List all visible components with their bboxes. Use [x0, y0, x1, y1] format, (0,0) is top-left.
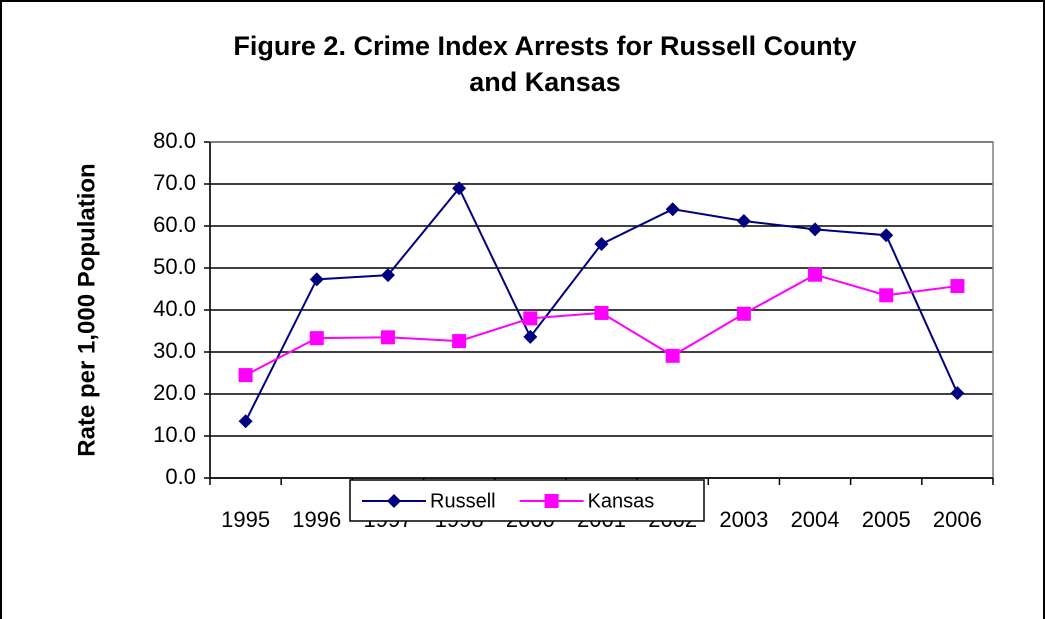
x-tick-label: 2005 — [862, 507, 911, 532]
data-point — [309, 272, 324, 287]
data-point — [950, 386, 965, 401]
x-tick-label: 2006 — [933, 507, 982, 532]
legend-marker — [544, 494, 559, 508]
y-tick-label: 0.0 — [165, 464, 196, 489]
data-point — [380, 330, 395, 345]
data-point — [950, 279, 965, 294]
data-point — [879, 228, 894, 243]
data-point — [452, 181, 467, 196]
legend-label: Kansas — [588, 490, 655, 512]
y-tick-label: 80.0 — [153, 128, 196, 153]
x-tick-label: 2004 — [791, 507, 840, 532]
legend-label: Russell — [430, 490, 496, 512]
y-tick-label: 40.0 — [153, 296, 196, 321]
y-tick-label: 70.0 — [153, 170, 196, 195]
x-tick-label: 1996 — [292, 507, 341, 532]
data-point — [736, 306, 751, 321]
y-tick-label: 50.0 — [153, 254, 196, 279]
x-tick-label: 2003 — [719, 507, 768, 532]
data-point — [309, 331, 324, 346]
y-axis-title: Rate per 1,000 Population — [73, 163, 100, 456]
legend-marker — [387, 494, 401, 508]
data-point — [808, 267, 823, 282]
data-point — [452, 334, 467, 349]
x-tick-label: 1995 — [221, 507, 270, 532]
data-point — [238, 414, 253, 429]
data-point — [238, 368, 253, 383]
data-point — [594, 237, 609, 252]
data-point — [665, 202, 680, 217]
y-tick-label: 30.0 — [153, 338, 196, 363]
data-point — [665, 348, 680, 363]
data-point — [523, 329, 538, 344]
y-tick-label: 10.0 — [153, 422, 196, 447]
data-point — [594, 305, 609, 320]
data-point — [736, 213, 751, 228]
chart-title: and Kansas — [469, 67, 621, 97]
y-tick-label: 60.0 — [153, 212, 196, 237]
data-point — [380, 268, 395, 283]
y-tick-label: 20.0 — [153, 380, 196, 405]
data-point — [879, 288, 894, 303]
chart-title: Figure 2. Crime Index Arrests for Russel… — [233, 31, 856, 61]
data-point — [808, 222, 823, 237]
data-point — [523, 311, 538, 326]
